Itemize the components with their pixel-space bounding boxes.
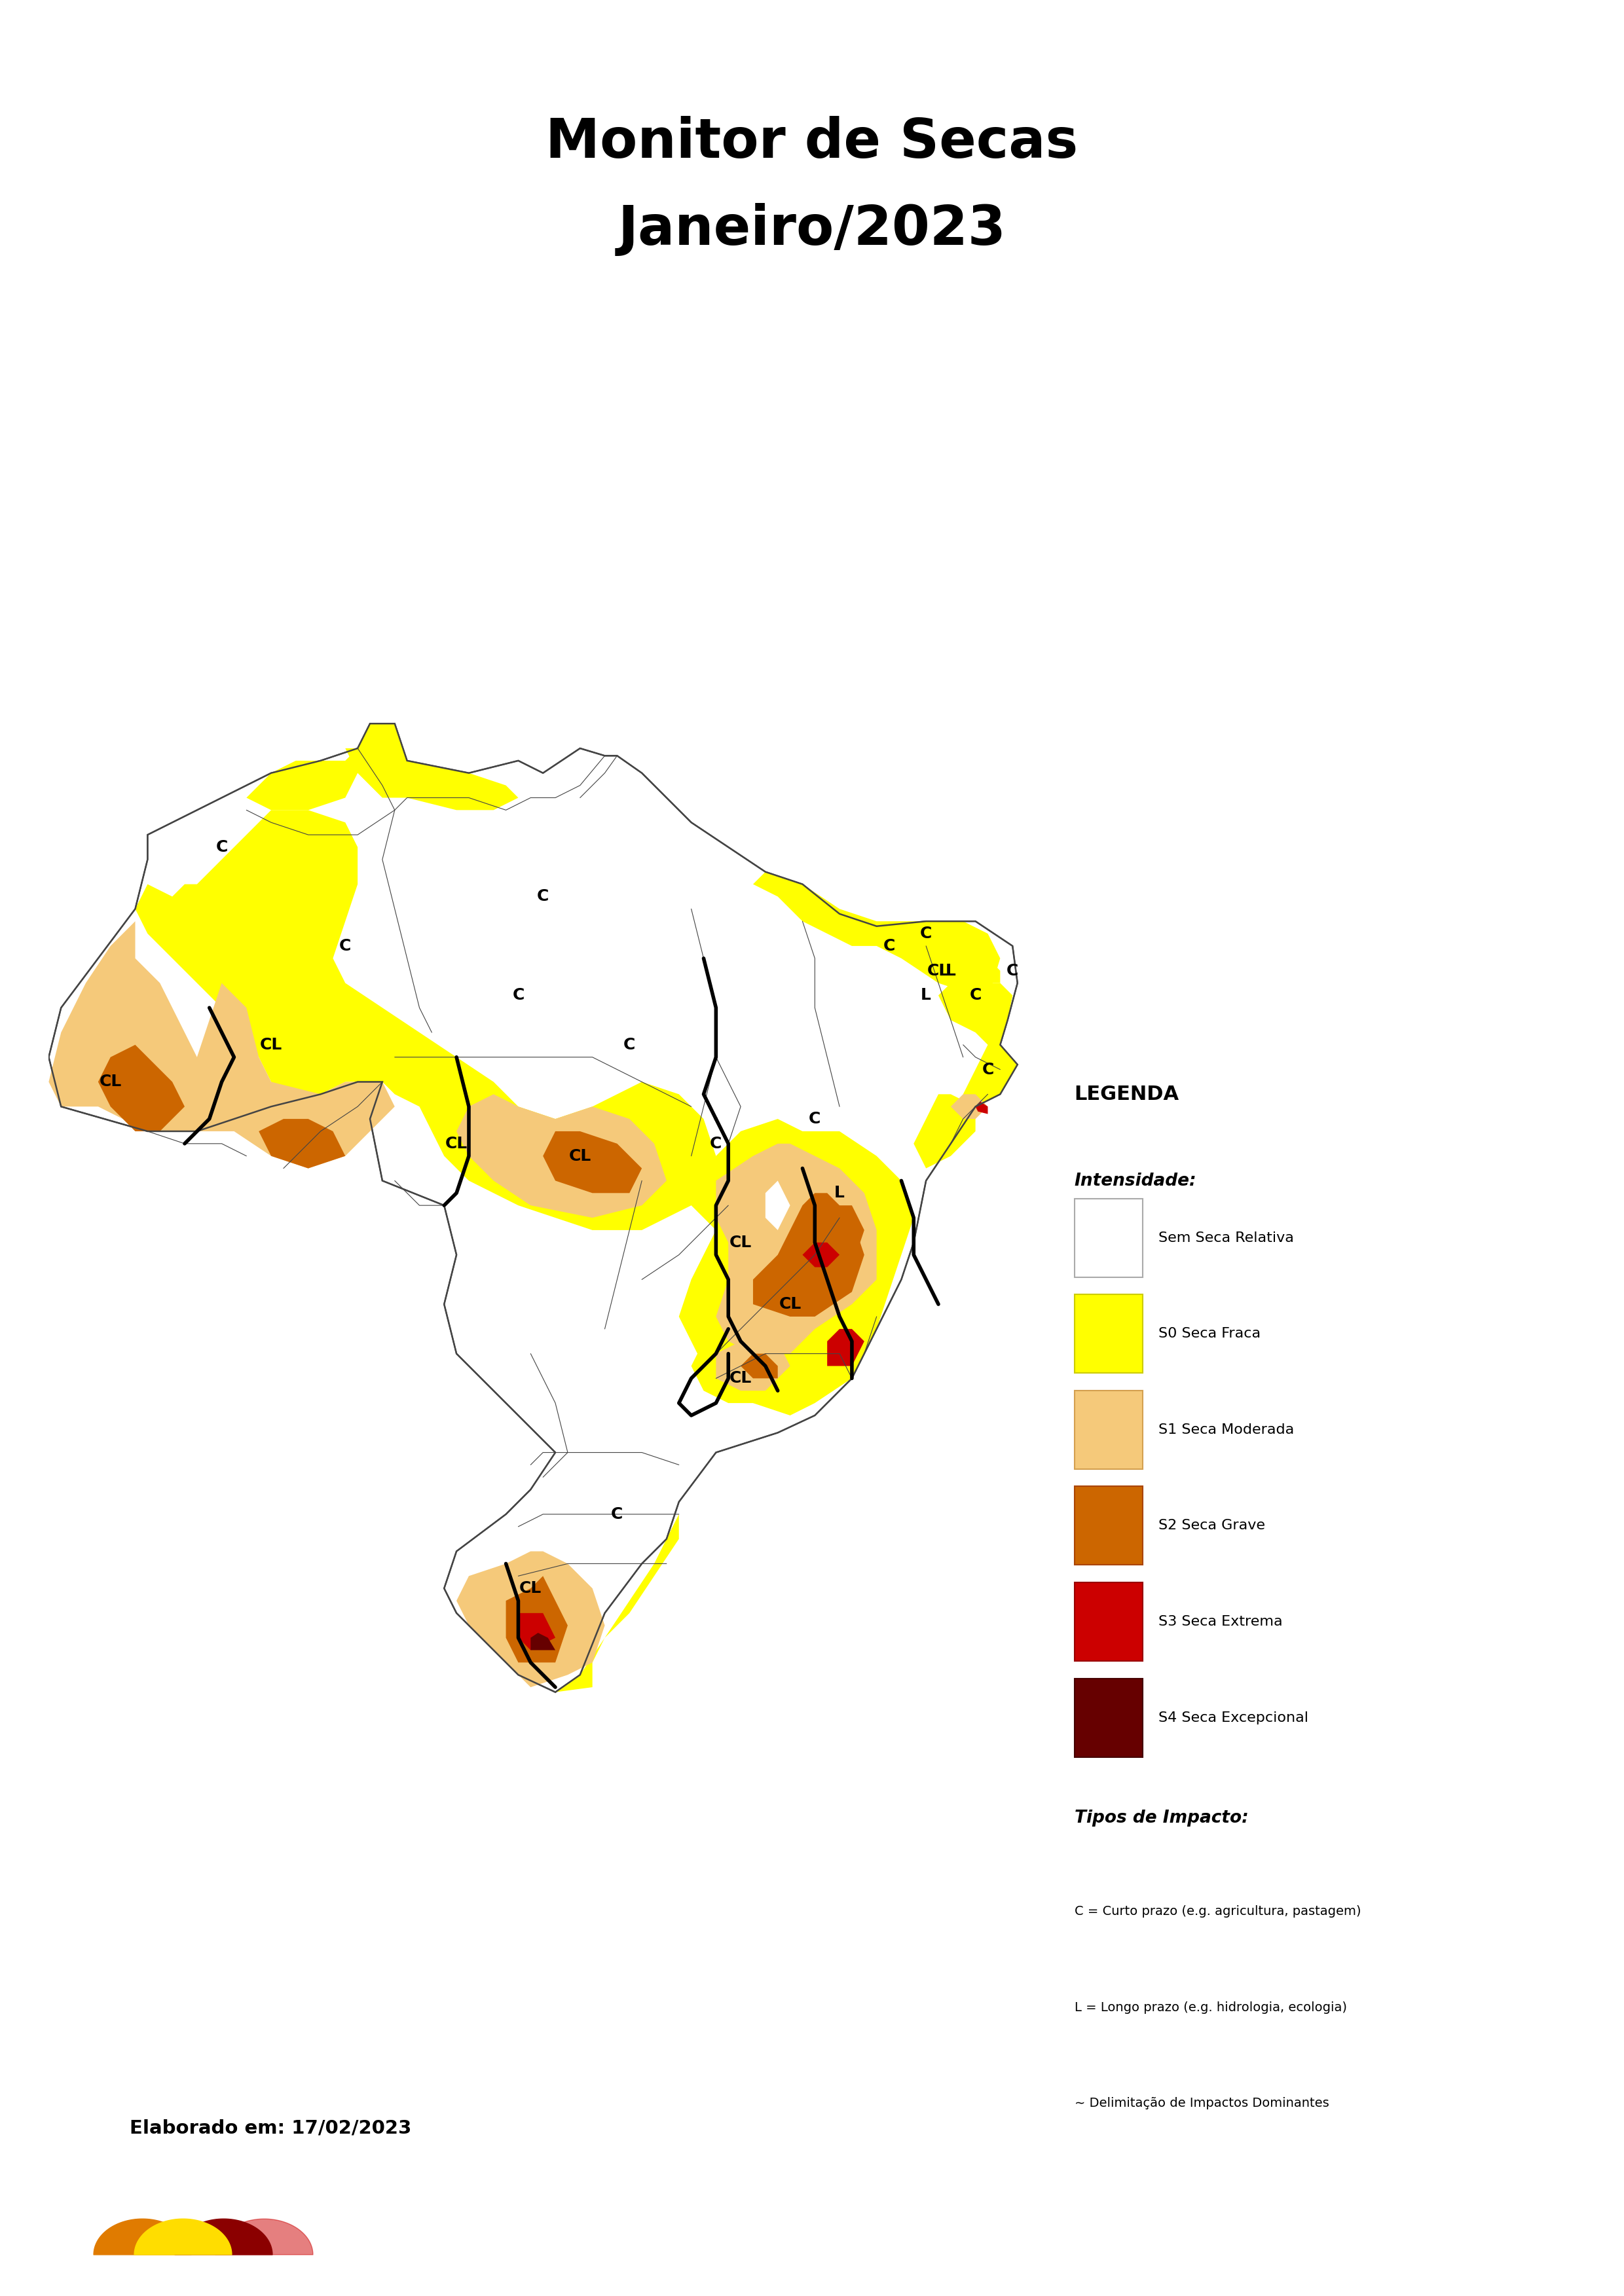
Text: L: L [921, 987, 931, 1003]
Polygon shape [507, 1575, 568, 1662]
Text: S2 Seca Grave: S2 Seca Grave [1160, 1520, 1265, 1531]
Text: CL: CL [260, 1038, 283, 1052]
Text: C: C [921, 925, 932, 941]
Text: L = Longo prazo (e.g. hidrologia, ecologia): L = Longo prazo (e.g. hidrologia, ecolog… [1075, 2002, 1346, 2014]
Text: C: C [624, 1038, 635, 1052]
Polygon shape [97, 1045, 185, 1132]
Text: C: C [538, 889, 549, 905]
Text: CL: CL [520, 1580, 542, 1596]
Text: C: C [809, 1111, 820, 1127]
Text: LEGENDA: LEGENDA [1075, 1086, 1179, 1104]
Polygon shape [754, 872, 1000, 996]
Polygon shape [950, 1095, 987, 1118]
Text: CL: CL [445, 1137, 468, 1153]
Text: Sem Seca Relativa: Sem Seca Relativa [1160, 1231, 1294, 1244]
Text: C: C [983, 1061, 994, 1077]
Text: Monitor de Secas: Monitor de Secas [546, 115, 1078, 170]
Text: CL: CL [780, 1297, 801, 1311]
Polygon shape [542, 1132, 641, 1194]
Text: Tipos de Impacto:: Tipos de Impacto: [1075, 1809, 1249, 1825]
FancyBboxPatch shape [1075, 1486, 1143, 1566]
Polygon shape [456, 1552, 604, 1688]
Polygon shape [346, 723, 518, 810]
Polygon shape [135, 810, 716, 1231]
Text: S0 Seca Fraca: S0 Seca Fraca [1160, 1327, 1260, 1341]
Text: C: C [970, 987, 981, 1003]
Polygon shape [914, 1095, 976, 1169]
Polygon shape [741, 1355, 778, 1378]
Polygon shape [49, 723, 1018, 1692]
Polygon shape [531, 1632, 555, 1651]
Text: CL: CL [927, 962, 950, 978]
Text: S1 Seca Moderada: S1 Seca Moderada [1160, 1424, 1294, 1437]
Text: CL: CL [568, 1148, 591, 1164]
Text: Elaborado em: 17/02/2023: Elaborado em: 17/02/2023 [130, 2119, 412, 2138]
Polygon shape [247, 723, 370, 810]
Polygon shape [716, 1329, 791, 1391]
Text: Janeiro/2023: Janeiro/2023 [617, 202, 1007, 257]
Polygon shape [518, 1614, 555, 1651]
Text: C: C [710, 1137, 723, 1153]
Text: S3 Seca Extrema: S3 Seca Extrema [1160, 1614, 1283, 1628]
FancyBboxPatch shape [1075, 1391, 1143, 1469]
Polygon shape [654, 1341, 679, 1403]
Text: CL: CL [729, 1371, 752, 1387]
Polygon shape [692, 1316, 815, 1403]
FancyBboxPatch shape [1075, 1199, 1143, 1277]
Polygon shape [716, 1143, 877, 1355]
Text: Intensidade:: Intensidade: [1075, 1173, 1197, 1189]
Polygon shape [679, 1118, 914, 1414]
Polygon shape [976, 1102, 987, 1114]
Polygon shape [49, 921, 234, 1132]
Polygon shape [555, 1515, 679, 1692]
Text: C: C [1007, 962, 1018, 978]
Text: C: C [883, 939, 895, 953]
FancyBboxPatch shape [1075, 1582, 1143, 1660]
Text: C = Curto prazo (e.g. agricultura, pastagem): C = Curto prazo (e.g. agricultura, pasta… [1075, 1906, 1361, 1917]
Polygon shape [827, 1329, 864, 1366]
Text: CL: CL [99, 1075, 122, 1091]
Polygon shape [258, 1118, 346, 1169]
Text: L: L [945, 962, 957, 978]
Polygon shape [802, 1205, 864, 1267]
Polygon shape [802, 1242, 840, 1267]
Text: CL: CL [729, 1235, 752, 1251]
Polygon shape [456, 1095, 666, 1217]
Text: ∼ Delimitação de Impactos Dominantes: ∼ Delimitação de Impactos Dominantes [1075, 2096, 1328, 2110]
Text: L: L [835, 1185, 844, 1201]
Text: C: C [216, 840, 227, 854]
Text: C: C [611, 1506, 624, 1522]
Polygon shape [963, 957, 1000, 983]
Polygon shape [765, 1180, 791, 1231]
Polygon shape [754, 1194, 864, 1316]
Text: C: C [512, 987, 525, 1003]
FancyBboxPatch shape [1075, 1295, 1143, 1373]
FancyBboxPatch shape [1075, 1678, 1143, 1756]
Text: S4 Seca Excepcional: S4 Seca Excepcional [1160, 1711, 1309, 1724]
Polygon shape [939, 983, 1018, 1107]
Text: C: C [339, 939, 351, 953]
Polygon shape [197, 983, 395, 1169]
